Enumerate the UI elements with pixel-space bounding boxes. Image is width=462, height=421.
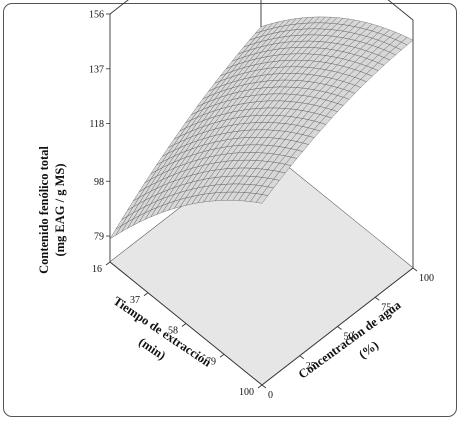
y-axis-label-line2: (%)	[356, 338, 381, 362]
x-tick-mark	[143, 292, 149, 297]
y-tick-label: 25	[306, 361, 316, 372]
z-tick-label: 98	[94, 177, 104, 188]
x-tick-mark	[105, 261, 111, 266]
y-tick-mark	[375, 296, 380, 301]
x-tick-mark	[219, 353, 225, 358]
z-axis-label-line2: (mg EAG / g MS)	[53, 163, 67, 256]
y-tick-label: 100	[419, 273, 434, 284]
box-edge-top-right	[387, 0, 414, 21]
surface-cell	[255, 194, 269, 204]
x-tick-label: 79	[206, 356, 216, 367]
z-tick-label: 156	[89, 10, 104, 21]
response-surface	[109, 16, 414, 240]
box-edge-top-left	[109, 0, 129, 15]
y-tick-label: 0	[268, 390, 273, 401]
y-tick-mark	[261, 384, 267, 389]
y-tick-mark	[412, 267, 418, 272]
y-tick-label: 50	[344, 332, 354, 343]
x-tick-mark	[181, 323, 187, 327]
x-tick-label: 37	[130, 295, 140, 306]
z-tick-label: 118	[89, 119, 104, 130]
z-tick-label: 79	[94, 232, 104, 243]
z-tick-label: 137	[89, 64, 104, 75]
x-tick-label: 100	[239, 387, 254, 398]
y-tick-label: 75	[381, 302, 391, 313]
x-tick-label: 16	[92, 264, 102, 275]
z-axis-label-line1: Contenido fenólico total	[37, 146, 51, 274]
x-tick-mark	[257, 384, 263, 389]
x-tick-label: 58	[168, 326, 178, 337]
tick-labels: 79 98 118 137 156 16 37 58 79 100 0 25 50 75 100	[89, 10, 434, 402]
y-tick-mark	[299, 355, 304, 360]
y-tick-mark	[337, 326, 342, 330]
